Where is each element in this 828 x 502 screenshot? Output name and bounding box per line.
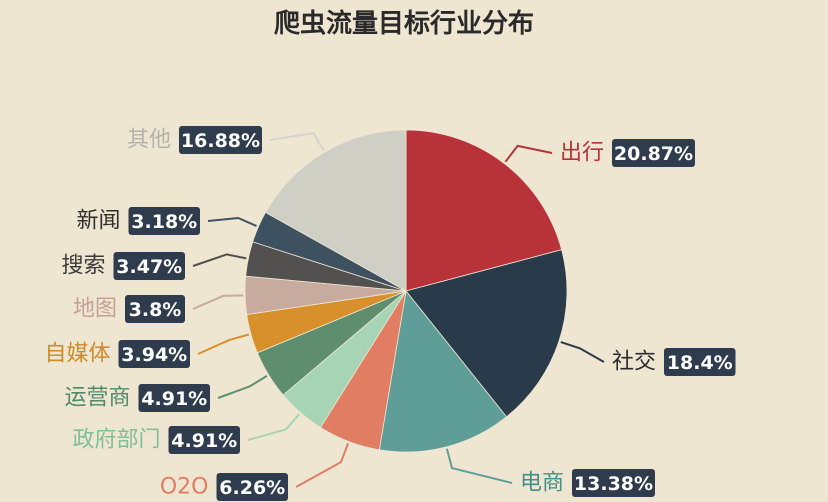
slice-label-group-10: 其他 16.88%: [127, 126, 262, 154]
slice-value-label: 16.88%: [181, 130, 260, 152]
leader-line-0: [504, 144, 553, 163]
leader-line-2: [445, 448, 513, 484]
leader-line-6: [197, 333, 250, 355]
slice-label-group-8: 搜索 3.47%: [61, 252, 185, 280]
leader-line-7: [192, 294, 244, 310]
slice-category-label: 其他: [127, 128, 171, 153]
slice-label-group-4: 政府部门 4.91%: [72, 426, 240, 454]
chart-title: 爬虫流量目标行业分布: [274, 8, 534, 39]
slice-value-box: [664, 348, 736, 376]
pie-slice-0: [405, 129, 563, 292]
slice-label-group-7: 地图 3.8%: [73, 295, 185, 323]
slice-category-label: 新闻: [76, 209, 120, 234]
slice-value-label: 3.47%: [116, 256, 182, 278]
slice-value-box: [128, 207, 200, 235]
slice-label-group-2: 电商 13.38%: [520, 469, 655, 497]
pie-slices: [244, 129, 568, 453]
slice-value-label: 20.87%: [614, 143, 693, 165]
slice-value-box: [125, 295, 185, 323]
pie-slice-10: [264, 129, 407, 292]
slice-label-group-9: 新闻 3.18%: [76, 207, 200, 235]
slice-value-box: [138, 384, 210, 412]
slice-value-label: 3.94%: [121, 344, 187, 366]
leader-line-1: [560, 341, 605, 363]
leader-line-3: [295, 443, 350, 488]
slice-category-label: 运营商: [64, 386, 130, 411]
slice-value-box: [118, 340, 190, 368]
pie-slice-1: [405, 249, 568, 418]
leader-line-9: [207, 216, 257, 227]
slice-value-box: [179, 126, 262, 154]
slice-category-label: 社交: [612, 350, 656, 375]
slice-value-label: 13.38%: [574, 473, 653, 495]
slice-value-box: [572, 469, 655, 497]
slice-value-label: 4.91%: [141, 388, 207, 410]
leader-line-5: [217, 375, 268, 399]
slice-value-label: 6.26%: [219, 477, 285, 499]
leader-lines: [192, 132, 605, 488]
slice-category-label: 自媒体: [44, 342, 110, 367]
slice-label-group-0: 出行 20.87%: [560, 139, 695, 167]
slice-label-group-3: O2O 6.26%: [160, 473, 288, 501]
slice-value-box: [612, 139, 695, 167]
leader-line-10: [269, 132, 325, 151]
pie-slice-2: [378, 290, 508, 453]
slice-category-label: 政府部门: [72, 428, 160, 453]
slice-value-label: 4.91%: [171, 430, 237, 452]
slice-category-label: 出行: [560, 141, 604, 166]
slice-value-label: 3.18%: [131, 211, 197, 233]
slice-category-label: 电商: [520, 471, 564, 496]
slice-value-box: [113, 252, 185, 280]
slice-label-group-1: 社交 18.4%: [612, 348, 736, 376]
slice-value-box: [216, 473, 288, 501]
leader-line-4: [247, 413, 300, 441]
slice-label-group-5: 运营商 4.91%: [64, 384, 210, 412]
slice-labels: 出行 20.87% 社交 18.4% 电商 13.38% O2O 6.26% 政府部门 4.91%…: [44, 126, 736, 501]
slice-label-group-6: 自媒体 3.94%: [44, 340, 190, 368]
slice-value-box: [168, 426, 240, 454]
slice-value-label: 3.8%: [129, 299, 182, 321]
slice-category-label: O2O: [160, 475, 209, 500]
slice-category-label: 地图: [73, 297, 117, 322]
slice-value-label: 18.4%: [667, 352, 733, 374]
leader-line-8: [192, 253, 247, 267]
slice-category-label: 搜索: [61, 254, 105, 279]
